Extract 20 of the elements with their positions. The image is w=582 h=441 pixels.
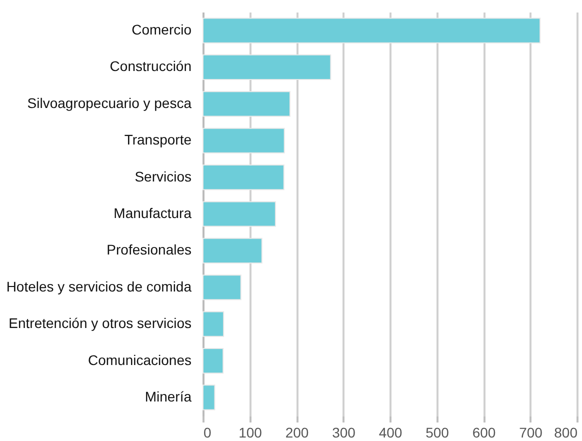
x-tick-label: 700 <box>519 424 543 440</box>
x-tick-label: 800 <box>554 424 578 440</box>
x-tick-label: 200 <box>285 424 309 440</box>
y-tick-label: Servicios <box>134 168 192 184</box>
x-tick-label: 400 <box>378 424 402 440</box>
y-tick-label: Profesionales <box>106 242 192 258</box>
y-tick-label: Transporte <box>124 132 192 148</box>
y-tick-label: Hoteles y servicios de comida <box>6 278 192 294</box>
y-tick-label: Manufactura <box>114 205 192 221</box>
y-tick-label: Comunicaciones <box>88 352 192 368</box>
y-tick-label: Comercio <box>132 22 192 38</box>
x-tick-label: 100 <box>238 424 262 440</box>
y-tick-label: Construcción <box>110 58 192 74</box>
y-tick-label: Minería <box>144 388 192 404</box>
x-tick-label: 0 <box>204 424 212 440</box>
y-tick-label: Entretención y otros servicios <box>8 315 192 332</box>
x-tick-label: 600 <box>472 424 496 440</box>
y-tick-label: Silvoagropecuario y pesca <box>27 94 192 111</box>
x-tick-label: 300 <box>332 424 356 440</box>
x-tick-label: 500 <box>426 424 450 440</box>
